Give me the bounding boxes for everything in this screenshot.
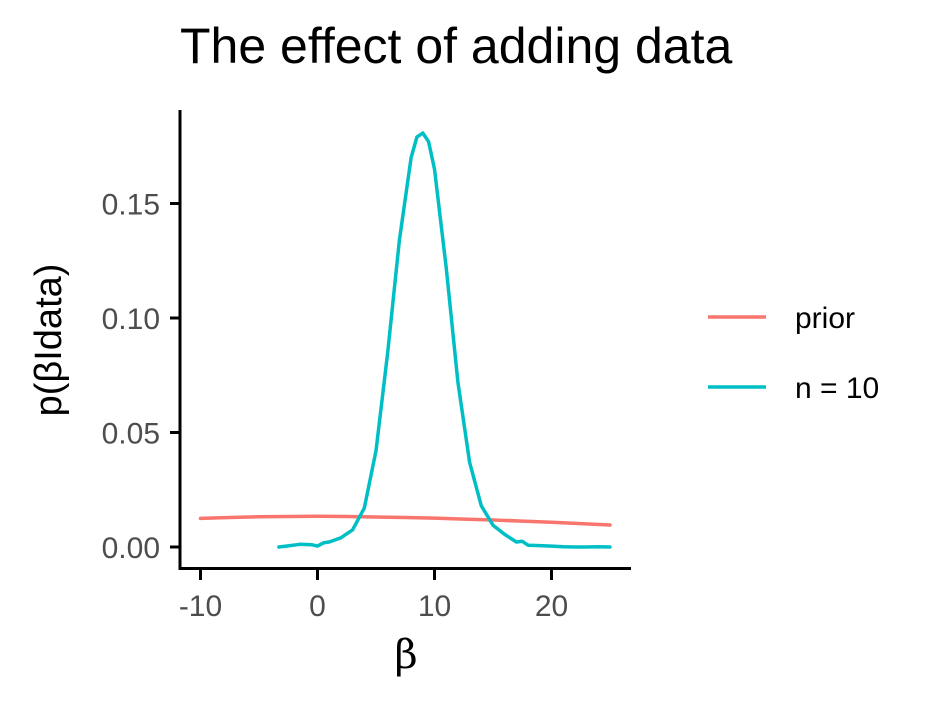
x-tick-label-0: -10 [179,590,222,623]
series-line-1 [277,131,612,549]
series-layer [198,131,612,549]
y-axis-ticks: 0.00 0.05 0.10 0.15 [102,189,180,565]
x-tick-label-3: 20 [535,590,568,623]
x-axis-title: β [394,632,417,678]
x-tick-label-2: 10 [418,590,451,623]
y-tick-label-3: 0.15 [102,189,160,222]
y-tick-label-0: 0.00 [102,532,160,565]
legend: prior n = 10 [708,302,879,405]
y-tick-label-2: 0.10 [102,303,160,336]
legend-label-0: prior [795,302,855,335]
chart-title: The effect of adding data [180,18,732,74]
series-line-0 [198,514,612,527]
y-axis-title: p(βIdata) [28,264,70,417]
y-tick-label-1: 0.05 [102,418,160,451]
legend-label-1: n = 10 [795,372,879,405]
x-tick-label-1: 0 [309,590,326,623]
x-axis-ticks: -10 0 10 20 [179,570,568,623]
